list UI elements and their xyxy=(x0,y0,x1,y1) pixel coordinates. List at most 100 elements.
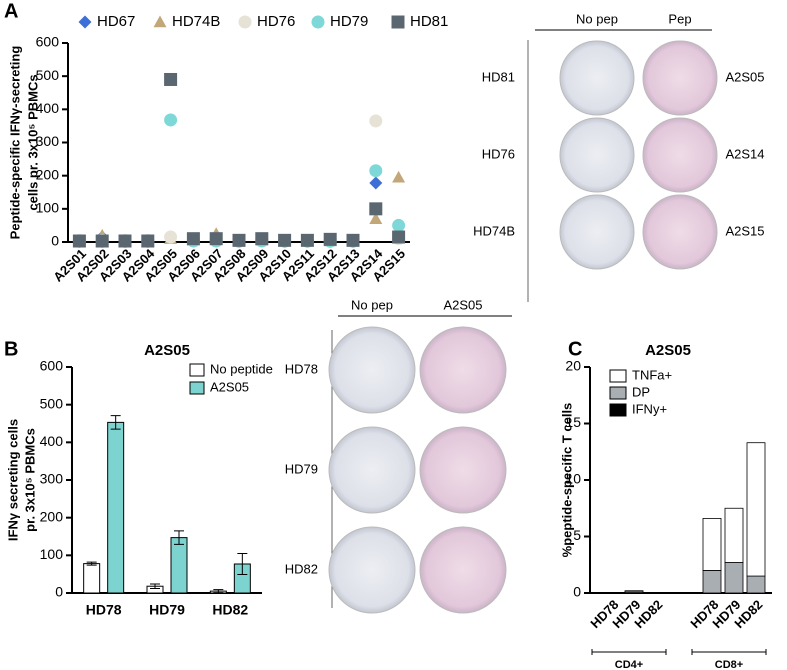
y-tick-label: 20 xyxy=(565,358,581,374)
point xyxy=(186,232,200,246)
row-label: A2S15 xyxy=(725,223,764,238)
error-bar xyxy=(213,589,224,594)
point xyxy=(392,230,406,244)
y-tick-label: 0 xyxy=(51,233,59,249)
bar xyxy=(83,563,101,594)
point xyxy=(232,233,246,247)
y-tick-label: 0 xyxy=(573,584,581,600)
y-axis-label: IFNγ secreting cells xyxy=(5,419,20,541)
column-label: No pep xyxy=(576,11,618,26)
y-tick-label: 200 xyxy=(40,508,64,524)
panel-label: B xyxy=(4,338,18,360)
elispot-well xyxy=(328,326,416,414)
bar xyxy=(107,421,125,594)
panel-label: A xyxy=(4,0,18,22)
legend-label: A2S05 xyxy=(210,379,249,394)
y-tick-label: 600 xyxy=(40,358,64,374)
point xyxy=(278,233,292,247)
point xyxy=(255,232,269,246)
bar-segment xyxy=(624,590,644,593)
y-tick-label: 400 xyxy=(40,433,64,449)
error-bar xyxy=(237,552,248,576)
legend-label: HD67 xyxy=(97,13,135,30)
y-tick-label: 600 xyxy=(36,34,60,50)
point xyxy=(118,234,132,248)
x-tick-label: HD82 xyxy=(212,602,248,618)
error-bar xyxy=(174,530,184,545)
y-tick-label: 100 xyxy=(36,200,60,216)
y-axis-label: cells pr. 3x10⁵ PBMCs xyxy=(25,74,40,210)
row-label: HD74B xyxy=(473,223,515,238)
point xyxy=(164,72,178,86)
point xyxy=(392,218,406,232)
y-tick-label: 5 xyxy=(573,527,581,543)
group-label: CD8+ xyxy=(715,659,743,670)
y-tick-label: 400 xyxy=(36,100,60,116)
legend-marker xyxy=(153,15,167,28)
legend-label: HD76 xyxy=(257,13,295,30)
chart-title: A2S05 xyxy=(144,342,190,359)
error-bar xyxy=(150,583,160,589)
y-tick-label: 500 xyxy=(36,67,60,83)
point xyxy=(141,234,155,248)
point xyxy=(209,232,223,246)
error-bar xyxy=(86,561,97,566)
elispot-well xyxy=(419,326,507,414)
x-tick-label: HD78 xyxy=(86,602,122,618)
legend-label: HD79 xyxy=(330,13,368,30)
elispot-well xyxy=(328,526,416,614)
y-axis-label: pr. 3x10⁵ PBMCs xyxy=(22,428,37,532)
chart-title: A2S05 xyxy=(645,342,691,359)
legend-swatch xyxy=(609,403,627,417)
y-tick-label: 500 xyxy=(40,395,64,411)
elispot-well xyxy=(559,117,635,193)
elispot-well xyxy=(642,194,718,270)
legend-marker xyxy=(238,15,252,29)
y-tick-label: 15 xyxy=(565,414,581,430)
row-label: HD82 xyxy=(285,561,318,576)
bar-segment xyxy=(724,562,744,594)
y-tick-label: 300 xyxy=(36,133,60,149)
column-label: Pep xyxy=(668,11,691,26)
y-axis-label: Peptide-specific IFNγ-secreting xyxy=(7,46,22,240)
legend-swatch xyxy=(189,363,205,377)
error-bar xyxy=(110,415,121,430)
bar xyxy=(170,537,188,594)
legend-swatch xyxy=(609,386,627,400)
point xyxy=(323,232,337,246)
panel-label: C xyxy=(568,338,582,360)
y-tick-label: 100 xyxy=(40,546,64,562)
column-label: No pep xyxy=(351,297,393,312)
point xyxy=(164,230,178,244)
elispot-well xyxy=(419,426,507,514)
legend-swatch xyxy=(189,381,205,395)
point xyxy=(72,234,86,248)
point xyxy=(369,212,383,224)
elispot-well xyxy=(642,40,718,116)
y-tick-label: 300 xyxy=(40,471,64,487)
bar-segment xyxy=(702,570,722,594)
point xyxy=(369,164,383,178)
bar-segment xyxy=(724,507,744,563)
group-bracket xyxy=(691,649,767,655)
y-axis-label: %peptide-specific T cells xyxy=(559,403,574,558)
column-label: A2S05 xyxy=(443,297,482,312)
legend-label: HD81 xyxy=(410,13,448,30)
legend-marker xyxy=(311,15,325,29)
y-tick-label: 0 xyxy=(55,584,63,600)
row-label: HD78 xyxy=(285,361,318,376)
elispot-well xyxy=(642,117,718,193)
group-label: CD4+ xyxy=(615,659,643,670)
elispot-well xyxy=(328,426,416,514)
point xyxy=(300,233,314,247)
point xyxy=(164,113,178,127)
row-label: A2S05 xyxy=(725,69,764,84)
bar-segment xyxy=(702,518,722,571)
point xyxy=(95,234,109,248)
point xyxy=(369,114,383,128)
bar-segment xyxy=(746,575,766,594)
x-tick-label: HD79 xyxy=(149,602,185,618)
legend-marker xyxy=(78,15,92,29)
legend-label: No peptide xyxy=(210,361,273,376)
